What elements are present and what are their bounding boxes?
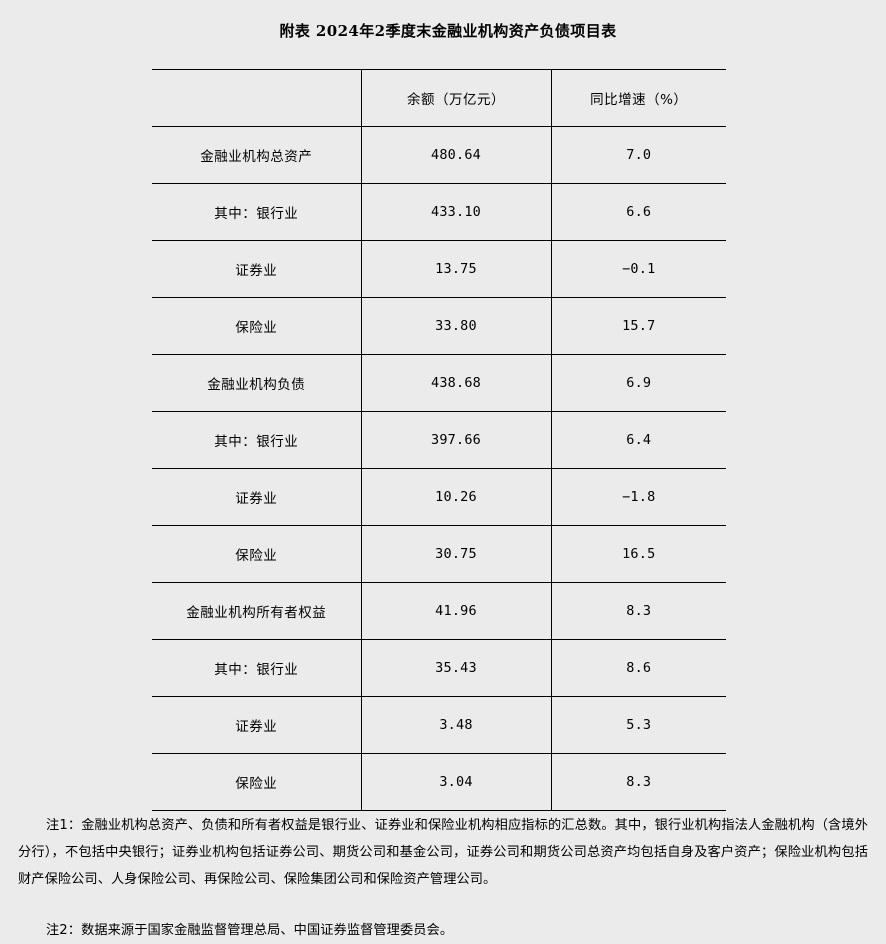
column-header-balance: 余额（万亿元）	[360, 69, 551, 127]
table-row: 证券业 3.48 5.3	[152, 696, 726, 754]
financial-table: 余额（万亿元） 同比增速（%） 金融业机构总资产 480.64 7.0 其中：银…	[152, 69, 726, 811]
table-row: 金融业机构总资产 480.64 7.0	[152, 126, 726, 184]
page-title: 附表 2024年2季度末金融业机构资产负债项目表	[279, 22, 617, 40]
row-growth: 5.3	[550, 696, 726, 754]
table-row: 金融业机构负债 438.68 6.9	[152, 354, 726, 412]
row-balance: 3.04	[360, 753, 551, 811]
row-growth: 7.0	[550, 126, 726, 184]
table-row: 其中：银行业 433.10 6.6	[152, 183, 726, 241]
row-balance: 10.26	[360, 468, 551, 526]
financial-table-container: 余额（万亿元） 同比增速（%） 金融业机构总资产 480.64 7.0 其中：银…	[152, 69, 726, 811]
row-balance: 41.96	[360, 582, 551, 640]
table-row: 其中：银行业 35.43 8.6	[152, 639, 726, 697]
row-label: 保险业	[152, 297, 361, 355]
row-balance: 35.43	[360, 639, 551, 697]
row-balance: 438.68	[360, 354, 551, 412]
row-growth: −0.1	[550, 240, 726, 298]
table-header: 余额（万亿元） 同比增速（%）	[152, 69, 726, 127]
table-body: 金融业机构总资产 480.64 7.0 其中：银行业 433.10 6.6 证券…	[152, 126, 726, 811]
row-balance: 433.10	[360, 183, 551, 241]
row-balance: 30.75	[360, 525, 551, 583]
table-row: 证券业 10.26 −1.8	[152, 468, 726, 526]
column-header-growth: 同比增速（%）	[550, 69, 726, 127]
table-row: 保险业 33.80 15.7	[152, 297, 726, 355]
table-row: 其中：银行业 397.66 6.4	[152, 411, 726, 469]
row-label: 证券业	[152, 696, 361, 754]
row-growth: 15.7	[550, 297, 726, 355]
row-label: 其中：银行业	[152, 183, 361, 241]
table-row: 保险业 30.75 16.5	[152, 525, 726, 583]
row-label: 金融业机构总资产	[152, 126, 361, 184]
footnote-1: 注1：金融业机构总资产、负债和所有者权益是银行业、证券业和保险业机构相应指标的汇…	[18, 818, 868, 887]
footnote-2: 注2：数据来源于国家金融监督管理总局、中国证券监督管理委员会。	[46, 923, 454, 938]
row-growth: 8.6	[550, 639, 726, 697]
row-balance: 480.64	[360, 126, 551, 184]
row-growth: 16.5	[550, 525, 726, 583]
row-label: 证券业	[152, 240, 361, 298]
row-label: 证券业	[152, 468, 361, 526]
row-label: 保险业	[152, 525, 361, 583]
table-row: 证券业 13.75 −0.1	[152, 240, 726, 298]
row-label: 保险业	[152, 753, 361, 811]
column-header-label	[152, 69, 361, 127]
row-label: 金融业机构负债	[152, 354, 361, 412]
table-row: 保险业 3.04 8.3	[152, 753, 726, 811]
row-balance: 13.75	[360, 240, 551, 298]
row-growth: 6.9	[550, 354, 726, 412]
row-growth: 8.3	[550, 753, 726, 811]
footnotes: 注1：金融业机构总资产、负债和所有者权益是银行业、证券业和保险业机构相应指标的汇…	[0, 812, 886, 944]
row-growth: 8.3	[550, 582, 726, 640]
row-label: 金融业机构所有者权益	[152, 582, 361, 640]
row-growth: 6.4	[550, 411, 726, 469]
table-row: 金融业机构所有者权益 41.96 8.3	[152, 582, 726, 640]
row-balance: 33.80	[360, 297, 551, 355]
row-label: 其中：银行业	[152, 639, 361, 697]
row-growth: −1.8	[550, 468, 726, 526]
row-label: 其中：银行业	[152, 411, 361, 469]
row-balance: 397.66	[360, 411, 551, 469]
table-header-row: 余额（万亿元） 同比增速（%）	[152, 69, 726, 127]
row-growth: 6.6	[550, 183, 726, 241]
row-balance: 3.48	[360, 696, 551, 754]
